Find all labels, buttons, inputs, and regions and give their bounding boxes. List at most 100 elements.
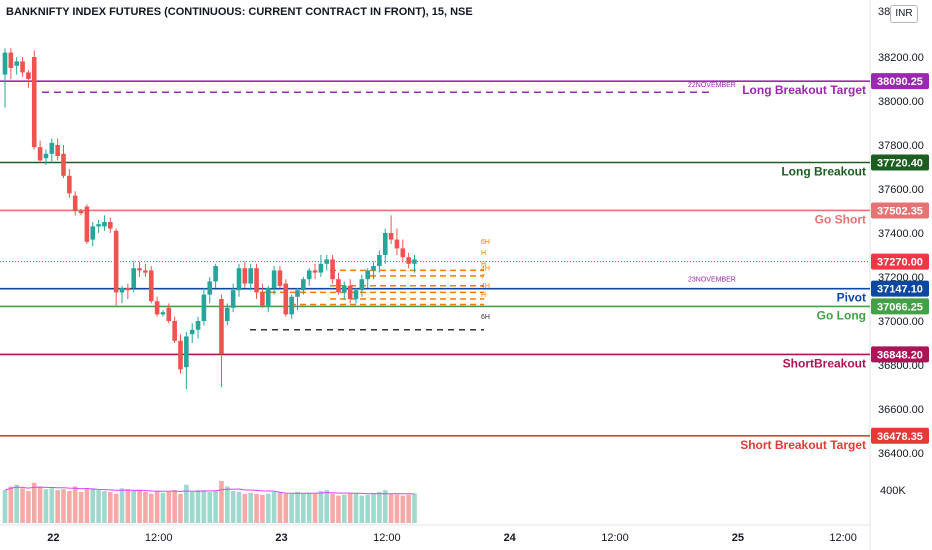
candle-body — [382, 233, 388, 255]
volume-bar — [236, 491, 242, 523]
candle-body — [195, 321, 201, 330]
volume-bar — [382, 490, 388, 523]
volume-bar — [301, 493, 306, 523]
candle-body — [189, 329, 195, 335]
candle-body — [26, 72, 31, 79]
level-price-tag — [871, 427, 929, 444]
volume-bar — [184, 484, 189, 523]
level-price-tag — [871, 280, 929, 297]
volume-bar — [406, 494, 411, 523]
marker-label: H — [481, 292, 486, 299]
candle-body — [312, 270, 318, 273]
volume-bar — [119, 488, 125, 523]
level-label: Go Long — [817, 308, 866, 322]
volume-bar — [260, 494, 265, 523]
volume-bar — [189, 491, 195, 523]
volume-bar — [289, 493, 294, 523]
volume-bar — [90, 488, 96, 523]
volume-bar — [230, 491, 236, 523]
candle-body — [365, 270, 370, 280]
volume-bar — [61, 489, 66, 523]
candle-body — [400, 248, 406, 258]
candle-body — [131, 268, 136, 288]
volume-bar — [178, 493, 183, 523]
candle-body — [78, 211, 84, 214]
marker-label: 6H — [481, 239, 490, 246]
candle-body — [324, 259, 330, 264]
candle-body — [184, 336, 189, 368]
date-annotation: 23NOVEMBER — [688, 277, 736, 284]
candle-body — [295, 290, 300, 297]
volume-bar — [213, 491, 218, 523]
marker-label: 4H — [481, 265, 490, 272]
volume-bar — [72, 486, 78, 523]
volume-bar — [67, 491, 72, 523]
candle-body — [20, 61, 25, 73]
volume-bar — [113, 493, 119, 523]
volume-bar — [37, 486, 43, 523]
candle-body — [242, 268, 248, 284]
volume-bar — [154, 491, 160, 523]
candle-body — [289, 296, 294, 315]
currency-badge[interactable]: INR — [890, 5, 918, 23]
level-price-tag-text: 37720.40 — [877, 158, 923, 170]
candle-body — [90, 226, 96, 240]
candle-body — [96, 224, 101, 227]
marker-label: H — [481, 250, 486, 257]
candle-body — [330, 259, 335, 280]
marker-label: 4H — [481, 283, 490, 290]
volume-bar — [225, 486, 230, 523]
candle-body — [207, 281, 213, 295]
time-tick-label: 23 — [275, 532, 287, 544]
candle-body — [31, 57, 37, 148]
candle-body — [108, 222, 113, 229]
price-tick-label: 37600.00 — [878, 184, 924, 196]
candle-body — [72, 195, 78, 211]
candle-body — [61, 153, 66, 176]
price-tick-label-partial: 38 — [878, 6, 890, 18]
volume-bar — [312, 493, 318, 523]
candle-body — [336, 279, 341, 293]
volume-bar — [330, 493, 335, 523]
candle-body — [219, 299, 224, 354]
candle-body — [125, 288, 131, 291]
time-tick-label: 22 — [47, 532, 59, 544]
volume-bar — [394, 494, 400, 523]
candle-body — [166, 307, 172, 321]
candle-body — [301, 279, 306, 291]
candle-body — [201, 294, 207, 321]
candle-body — [213, 266, 218, 282]
volume-bar — [412, 493, 417, 523]
time-tick-label: 12:00 — [373, 532, 401, 544]
volume-bar — [324, 490, 330, 523]
volume-bar — [195, 490, 201, 523]
level-price-tag-text: 36848.20 — [877, 349, 923, 361]
candle-body — [43, 153, 49, 159]
candle-body — [154, 301, 160, 315]
volume-bar — [336, 495, 341, 523]
candle-body — [388, 233, 394, 240]
volume-bar — [207, 491, 213, 523]
candle-body — [55, 145, 60, 156]
volume-bar — [201, 490, 207, 523]
volume-bar — [359, 495, 365, 523]
price-tick-label: 37800.00 — [878, 140, 924, 152]
level-price-tag — [871, 346, 929, 363]
level-label: Go Short — [815, 212, 866, 226]
level-price-tag — [871, 73, 929, 90]
candle-body — [148, 270, 154, 302]
volume-bar — [125, 489, 131, 523]
candle-body — [342, 285, 347, 293]
volume-bar — [371, 493, 376, 523]
volume-bar — [254, 493, 259, 523]
time-tick-label: 12:00 — [829, 532, 857, 544]
candle-body — [8, 52, 14, 68]
volume-bar — [131, 490, 136, 523]
candle-body — [178, 340, 183, 370]
candle-body — [318, 263, 324, 273]
volume-bar — [96, 490, 101, 523]
candle-body — [225, 307, 230, 321]
chart-title: BANKNIFTY INDEX FUTURES (CONTINUOUS: CUR… — [6, 6, 473, 18]
candle-body — [412, 259, 417, 264]
